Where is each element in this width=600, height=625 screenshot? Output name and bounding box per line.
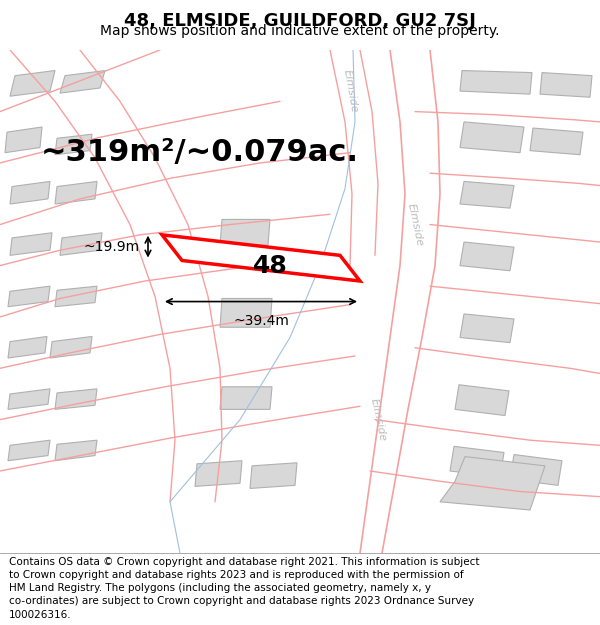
Polygon shape (55, 440, 97, 461)
Polygon shape (460, 71, 532, 94)
Polygon shape (460, 181, 514, 208)
Text: Map shows position and indicative extent of the property.: Map shows position and indicative extent… (100, 24, 500, 38)
Polygon shape (250, 462, 297, 489)
Polygon shape (8, 389, 50, 409)
Polygon shape (440, 457, 545, 510)
Polygon shape (220, 387, 272, 409)
Text: 48: 48 (253, 254, 287, 278)
Polygon shape (220, 219, 270, 245)
Text: Elmside: Elmside (368, 397, 388, 442)
Polygon shape (195, 461, 242, 486)
Polygon shape (162, 235, 360, 281)
Text: ~19.9m: ~19.9m (84, 239, 140, 254)
Text: ~39.4m: ~39.4m (233, 314, 289, 328)
Polygon shape (55, 134, 92, 155)
Polygon shape (460, 314, 514, 342)
Text: 48, ELMSIDE, GUILDFORD, GU2 7SJ: 48, ELMSIDE, GUILDFORD, GU2 7SJ (124, 12, 476, 31)
Polygon shape (10, 71, 55, 96)
Polygon shape (8, 336, 47, 358)
Polygon shape (50, 336, 92, 358)
Polygon shape (455, 385, 509, 416)
Polygon shape (55, 389, 97, 409)
Polygon shape (5, 127, 42, 152)
Polygon shape (220, 299, 272, 328)
Polygon shape (460, 242, 514, 271)
Text: Contains OS data © Crown copyright and database right 2021. This information is : Contains OS data © Crown copyright and d… (9, 557, 479, 619)
Polygon shape (8, 286, 50, 307)
Polygon shape (55, 181, 97, 204)
Polygon shape (540, 72, 592, 98)
Text: Elmside: Elmside (341, 69, 359, 114)
Polygon shape (510, 454, 562, 486)
Polygon shape (450, 446, 504, 477)
Polygon shape (460, 122, 524, 152)
Polygon shape (8, 440, 50, 461)
Polygon shape (55, 286, 97, 307)
Polygon shape (10, 181, 50, 204)
Polygon shape (530, 128, 583, 155)
Text: ~319m²/~0.079ac.: ~319m²/~0.079ac. (41, 138, 359, 167)
Polygon shape (60, 71, 105, 93)
Text: Elmside: Elmside (406, 202, 424, 247)
Polygon shape (10, 232, 52, 256)
Polygon shape (60, 232, 102, 256)
